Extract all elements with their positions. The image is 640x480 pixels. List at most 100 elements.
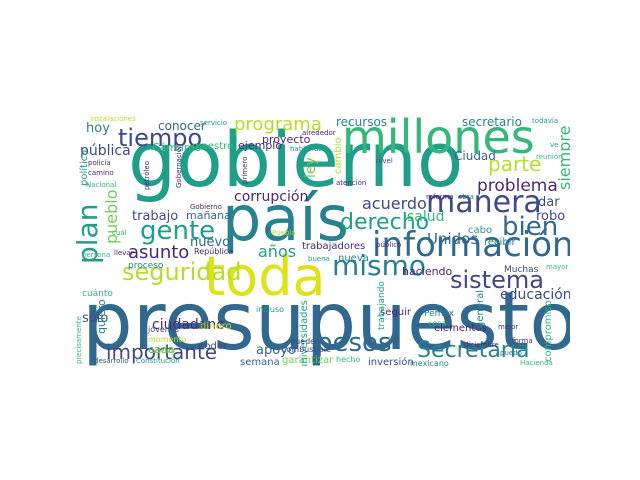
cloud-word-cambio: cambio (333, 137, 344, 174)
cloud-word-sueldo: sueldo (152, 347, 176, 355)
cloud-word-proyecto: proyecto (262, 133, 311, 146)
cloud-word-recibir: recibir (484, 237, 516, 248)
cloud-word-precisamente: precisamente (75, 316, 83, 364)
cloud-word-reforma: reforma (426, 193, 454, 201)
cloud-word-robo: robo (536, 209, 566, 224)
cloud-word-asunto: asunto (128, 242, 190, 263)
cloud-word-republica: República (194, 247, 234, 256)
cloud-word-informacion: información (372, 225, 570, 265)
cloud-word-inversion: inversión (368, 357, 414, 367)
cloud-word-bien: bien (502, 212, 559, 242)
cloud-word-elementos: elementos (434, 323, 487, 334)
cloud-word-recursos: recursos (336, 115, 388, 129)
cloud-word-gobernacion: Gobernación (175, 143, 183, 188)
cloud-word-publico: público (376, 241, 402, 249)
cloud-word-diciembre: diciembre (464, 341, 499, 349)
cloud-word-cual: cuál (112, 229, 127, 237)
cloud-word-persona: persona (82, 251, 111, 259)
cloud-word-anos: años (258, 242, 297, 261)
cloud-word-manera: manera (426, 185, 542, 220)
cloud-word-trabajadores: trabajadores (302, 241, 366, 252)
cloud-word-desarrollo: desarrollo (94, 357, 129, 365)
cloud-word-mayor: mayor (546, 263, 569, 271)
cloud-word-seguridad: seguridad (122, 258, 242, 286)
cloud-word-forma: forma (512, 337, 533, 345)
cloud-word-educacion: educación (500, 287, 570, 303)
cloud-word-unidos: Unidos (427, 230, 479, 248)
cloud-word-pueden: pueden (290, 337, 321, 346)
cloud-word-universidades: universidades (299, 300, 310, 366)
cloud-word-hacienda: Hacienda (520, 359, 553, 367)
cloud-word-instalaciones: instalaciones (90, 115, 136, 123)
cloud-word-publica: pública (80, 143, 131, 159)
cloud-word-toda: toda (204, 245, 326, 308)
cloud-word-presupuesto: presupuesto (82, 275, 570, 366)
cloud-word-salud: salud (407, 209, 445, 225)
cloud-word-pesos: pesos (316, 328, 392, 358)
cloud-word-general: general (475, 289, 486, 328)
cloud-word-programa: programa (234, 114, 322, 135)
cloud-word-ve: ve (550, 141, 559, 149)
cloud-word-pais: país (222, 182, 349, 255)
cloud-word-jovenes: jóvenes (148, 325, 179, 334)
cloud-word-ir: ir (266, 225, 271, 233)
cloud-word-derecho: derecho (340, 210, 430, 235)
cloud-word-importante: importante (106, 340, 218, 364)
cloud-word-tiempo: tiempo (118, 124, 203, 152)
cloud-word-ciudadano: ciudadano (152, 317, 225, 333)
cloud-word-dar: dar (538, 195, 560, 210)
cloud-word-conocer: conocer (158, 119, 206, 133)
cloud-word-hablando: hablando (290, 145, 323, 153)
cloud-word-dinero: dinero (200, 321, 232, 332)
cloud-word-cosa: cosa (428, 319, 447, 328)
cloud-word-quiero: quiero (95, 299, 108, 334)
cloud-word-proceso: proceso (128, 261, 164, 271)
cloud-word-corrupcion: corrupción (234, 189, 309, 205)
cloud-word-camino: camino (88, 169, 114, 177)
cloud-word-hoy: hoy (86, 121, 110, 136)
cloud-word-alrededor: alrededor (302, 129, 336, 137)
cloud-word-muchas: Muchas (504, 265, 539, 275)
cloud-word-problema: problema (477, 176, 558, 196)
cloud-word-todavia: todavía (532, 117, 559, 125)
cloud-word-gente: gente (140, 216, 216, 246)
cloud-word-cada: cada (148, 343, 175, 356)
cloud-word-semana: semana (240, 357, 280, 367)
cloud-word-mexicano: mexicano (410, 359, 449, 367)
cloud-word-pemex: Pemex (424, 309, 455, 319)
cloud-word-puebla: Puebla (272, 229, 296, 237)
word-cloud: presupuesto gobierno país toda millones infor… (72, 114, 570, 366)
cloud-word-compromiso: compromiso (543, 300, 554, 362)
cloud-word-hecho: hecho (336, 355, 361, 364)
cloud-word-obra: obra (458, 193, 474, 201)
cloud-word-ejemplo: ejemplo (238, 139, 283, 152)
cloud-word-apoyo: apoyo (256, 343, 296, 358)
cloud-word-atencion: atención (336, 179, 367, 187)
cloud-word-seguir: seguir (380, 307, 411, 318)
cloud-word-haciendo: haciendo (402, 265, 453, 278)
cloud-word-manana: mañana (186, 209, 231, 222)
cloud-word-camaras: Cámaras (152, 141, 201, 154)
cloud-word-momento: momento (148, 335, 187, 344)
cloud-word-buena: buena (308, 255, 330, 263)
cloud-word-petroleo: petróleo (143, 160, 151, 190)
cloud-word-llevar: llevar (114, 249, 134, 257)
cloud-word-ciudad: Ciudad (454, 149, 496, 163)
cloud-word-mismo: mismo (332, 249, 427, 282)
cloud-word-trabajo: trabajo (132, 209, 179, 224)
cloud-word-garantizar: garantizar (282, 355, 334, 366)
cloud-word-cuanto: cuánto (82, 289, 113, 299)
cloud-word-millones: millones (342, 114, 535, 164)
cloud-word-nacional: Nacional (86, 181, 117, 189)
cloud-word-servicio: servicio (200, 119, 227, 127)
cloud-word-secretario: secretario (462, 115, 522, 129)
cloud-word-incluso: incluso (256, 305, 285, 314)
cloud-word-gobierno: gobierno (128, 115, 464, 204)
cloud-word-poder: poder (198, 341, 228, 352)
cloud-word-maestro: maestro (192, 141, 234, 152)
cloud-word-nuevo: nuevo (190, 235, 231, 250)
cloud-word-primero: primero (241, 156, 249, 184)
cloud-word-policia: policía (88, 159, 111, 167)
cloud-word-constitucion: Constitución (136, 357, 180, 365)
cloud-word-acuerdo: acuerdo (362, 194, 427, 213)
